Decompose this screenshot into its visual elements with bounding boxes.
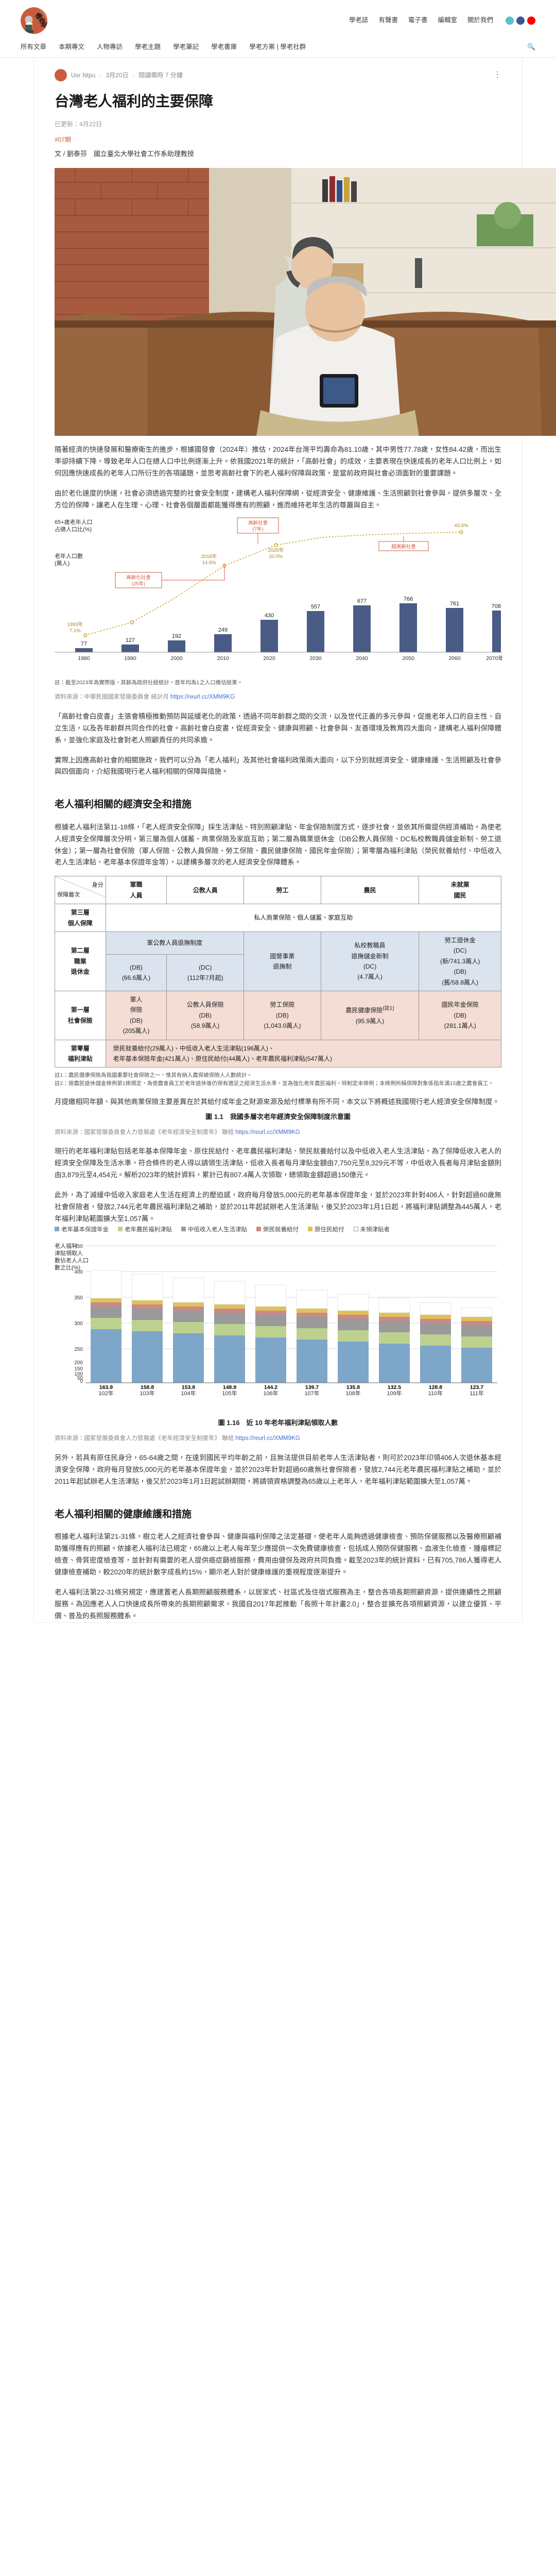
svg-text:766: 766 [404,596,413,602]
svg-text:7.1%: 7.1% [70,628,81,634]
svg-text:153.8: 153.8 [182,1384,195,1391]
svg-text:677: 677 [357,598,367,604]
svg-text:111年: 111年 [470,1389,484,1397]
svg-text:192: 192 [172,633,181,639]
svg-text:108年: 108年 [345,1389,360,1397]
svg-text:163.9: 163.9 [99,1384,113,1391]
svg-text:數佔老人人口: 數佔老人人口 [55,1257,89,1264]
svg-text:老年人口數: 老年人口數 [55,552,83,560]
svg-text:148.9: 148.9 [223,1384,236,1391]
svg-text:0: 0 [80,1379,83,1384]
svg-text:1993年: 1993年 [67,621,83,628]
svg-text:2020: 2020 [263,655,275,662]
svg-text:103年: 103年 [140,1389,154,1397]
svg-text:139.7: 139.7 [305,1384,319,1391]
svg-text:350: 350 [74,1295,83,1301]
svg-text:430: 430 [265,613,274,619]
svg-text:(25年): (25年) [132,581,145,587]
svg-text:(7年): (7年) [252,526,263,532]
svg-text:135.8: 135.8 [346,1384,360,1391]
svg-text:557: 557 [311,604,320,610]
svg-text:450: 450 [74,1244,83,1249]
svg-text:400: 400 [74,1269,83,1275]
svg-text:77: 77 [81,641,87,647]
svg-text:14.6%: 14.6% [202,560,216,566]
svg-text:104年: 104年 [181,1389,196,1397]
svg-text:2070年: 2070年 [486,655,502,662]
svg-text:127: 127 [126,637,135,643]
svg-text:107年: 107年 [304,1389,319,1397]
svg-text:20.0%: 20.0% [269,554,283,560]
svg-text:106年: 106年 [263,1389,278,1397]
svg-text:2010: 2010 [217,655,229,662]
svg-text:2000: 2000 [170,655,183,662]
svg-text:2030: 2030 [309,655,322,662]
svg-text:65+歲老年人口: 65+歲老年人口 [55,518,93,526]
svg-text:43.6%: 43.6% [455,523,468,529]
svg-text:2060: 2060 [448,655,461,662]
svg-text:津貼領取人: 津貼領取人 [55,1249,83,1257]
svg-text:2018年: 2018年 [201,553,217,560]
svg-text:200: 200 [74,1360,83,1366]
svg-text:2050: 2050 [402,655,414,662]
svg-text:110年: 110年 [428,1389,443,1397]
svg-text:128.8: 128.8 [429,1384,442,1391]
svg-text:2040: 2040 [356,655,368,662]
svg-text:249: 249 [218,627,228,633]
svg-text:144.2: 144.2 [264,1384,277,1391]
svg-text:占總人口比(%): 占總人口比(%) [55,526,92,533]
svg-text:109年: 109年 [387,1389,402,1397]
svg-text:102年: 102年 [98,1389,113,1397]
svg-text:1990: 1990 [124,655,136,662]
svg-text:761: 761 [450,601,459,607]
svg-text:高齡化社會: 高齡化社會 [126,574,151,581]
svg-text:2025年: 2025年 [268,547,284,553]
svg-text:123.7: 123.7 [470,1384,483,1391]
svg-text:105年: 105年 [222,1389,237,1397]
svg-text:(萬人): (萬人) [55,560,70,567]
svg-text:250: 250 [74,1347,83,1352]
svg-text:高齡社會: 高齡社會 [248,520,268,526]
svg-text:1980: 1980 [78,655,90,662]
svg-text:300: 300 [74,1321,83,1327]
svg-text:158.8: 158.8 [141,1384,154,1391]
svg-text:708: 708 [492,603,501,609]
svg-text:132.5: 132.5 [388,1384,401,1391]
svg-text:超高齡社會: 超高齡社會 [391,544,416,550]
